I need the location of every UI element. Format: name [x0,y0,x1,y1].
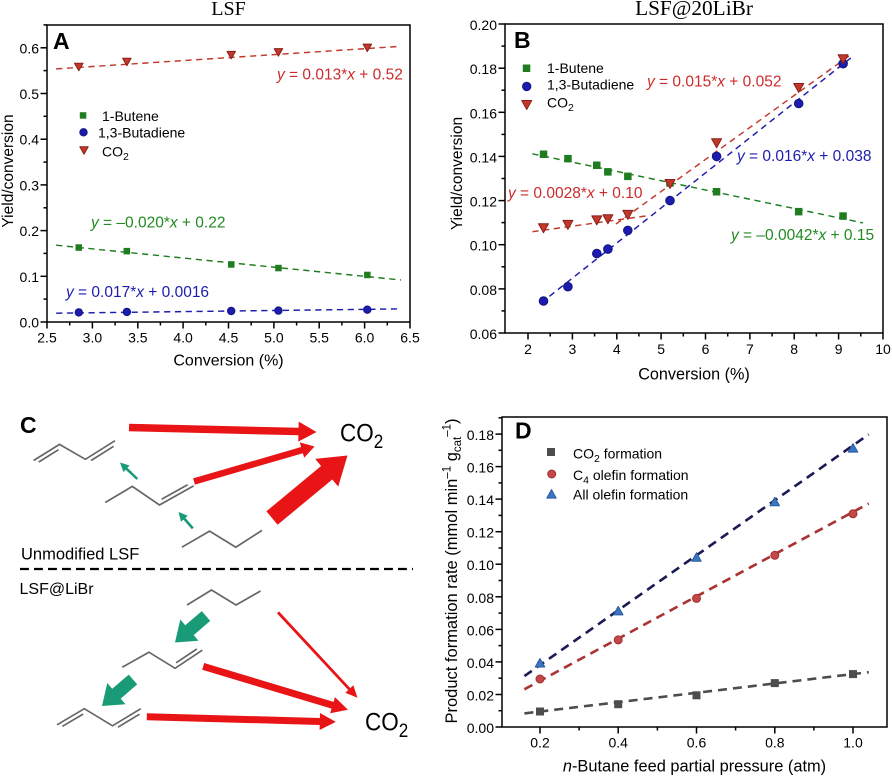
svg-text:y = 0.013*x + 0.52: y = 0.013*x + 0.52 [276,67,403,84]
svg-text:C4 olefin formation: C4 olefin formation [573,467,689,487]
svg-text:0.0: 0.0 [20,315,40,331]
svg-text:1-Butene: 1-Butene [547,60,604,76]
svg-text:LSF@20LiBr: LSF@20LiBr [635,0,753,20]
svg-text:0.02: 0.02 [467,688,494,704]
svg-text:0.06: 0.06 [470,326,497,342]
svg-text:0.00: 0.00 [467,720,494,736]
svg-text:5: 5 [657,341,665,357]
svg-text:7: 7 [746,341,754,357]
svg-text:Yield/conversion: Yield/conversion [449,117,466,230]
svg-text:C: C [20,412,37,438]
svg-text:0.18: 0.18 [470,61,497,77]
svg-text:4: 4 [613,341,621,357]
svg-text:Unmodified LSF: Unmodified LSF [21,546,139,564]
svg-text:1.0: 1.0 [843,735,863,751]
svg-text:0.16: 0.16 [467,460,494,476]
svg-text:5.5: 5.5 [309,330,329,346]
svg-text:Conversion (%): Conversion (%) [173,353,283,370]
svg-text:LSF@LiBr: LSF@LiBr [20,581,95,598]
svg-text:y = 0.0028*x + 0.10: y = 0.0028*x + 0.10 [507,185,643,202]
svg-text:0.18: 0.18 [467,427,494,443]
svg-text:0.5: 0.5 [20,86,40,102]
svg-text:1,3-Butadiene: 1,3-Butadiene [98,125,185,141]
svg-text:3.5: 3.5 [128,330,148,346]
svg-text:0.1: 0.1 [20,269,40,285]
svg-text:y = 0.015*x + 0.052: y = 0.015*x + 0.052 [646,74,781,91]
svg-text:0.2: 0.2 [530,735,550,751]
svg-text:0.08: 0.08 [467,590,494,606]
svg-text:4.5: 4.5 [219,330,239,346]
svg-text:y = 0.016*x + 0.038: y = 0.016*x + 0.038 [736,148,871,165]
svg-text:0.14: 0.14 [470,149,497,165]
svg-text:2.5: 2.5 [37,330,57,346]
svg-text:LSF: LSF [211,0,245,20]
svg-text:Product formation rate (mmol m: Product formation rate (mmol min–1 gcat–… [442,418,465,723]
svg-text:Conversion (%): Conversion (%) [638,366,750,384]
svg-text:3.0: 3.0 [83,330,103,346]
svg-text:0.3: 0.3 [20,177,40,193]
svg-text:4.0: 4.0 [173,330,193,346]
svg-text:y = –0.0042*x + 0.15: y = –0.0042*x + 0.15 [730,227,874,244]
svg-text:0.08: 0.08 [470,282,497,298]
svg-text:9: 9 [835,341,843,357]
svg-text:n-Butane feed partial pressure: n-Butane feed partial pressure (atm) [563,758,826,776]
svg-text:0.16: 0.16 [470,105,497,121]
svg-text:8: 8 [790,341,798,357]
svg-text:All olefin formation: All olefin formation [573,487,688,503]
svg-text:0.04: 0.04 [467,655,494,671]
svg-text:6.5: 6.5 [400,330,420,346]
svg-text:0.4: 0.4 [20,132,40,148]
svg-text:1,3-Butadiene: 1,3-Butadiene [547,77,634,93]
svg-text:6: 6 [702,341,710,357]
svg-text:0.10: 0.10 [467,557,494,573]
svg-text:CO2: CO2 [102,144,129,164]
svg-text:1-Butene: 1-Butene [102,108,159,124]
svg-text:3: 3 [569,341,577,357]
svg-text:2: 2 [524,341,532,357]
svg-text:0.14: 0.14 [467,492,494,508]
svg-text:10: 10 [875,341,891,357]
svg-text:CO2: CO2 [547,95,574,115]
svg-text:0.8: 0.8 [765,735,785,751]
svg-text:0.20: 0.20 [470,17,497,33]
svg-text:B: B [514,27,531,53]
svg-text:y = –0.020*x + 0.22: y = –0.020*x + 0.22 [90,215,225,232]
svg-text:0.06: 0.06 [467,622,494,638]
svg-text:0.12: 0.12 [470,194,497,210]
svg-text:A: A [53,28,70,54]
svg-text:0.2: 0.2 [20,223,40,239]
svg-text:y = 0.017*x + 0.0016: y = 0.017*x + 0.0016 [65,284,209,301]
svg-text:0.4: 0.4 [608,735,628,751]
svg-text:0.6: 0.6 [687,735,707,751]
svg-text:D: D [515,418,532,444]
svg-text:Yield/conversion: Yield/conversion [0,114,17,227]
svg-text:5.0: 5.0 [264,330,284,346]
svg-text:0.6: 0.6 [20,40,40,56]
svg-text:6.0: 6.0 [355,330,375,346]
svg-text:0.12: 0.12 [467,525,494,541]
svg-text:0.10: 0.10 [470,238,497,254]
